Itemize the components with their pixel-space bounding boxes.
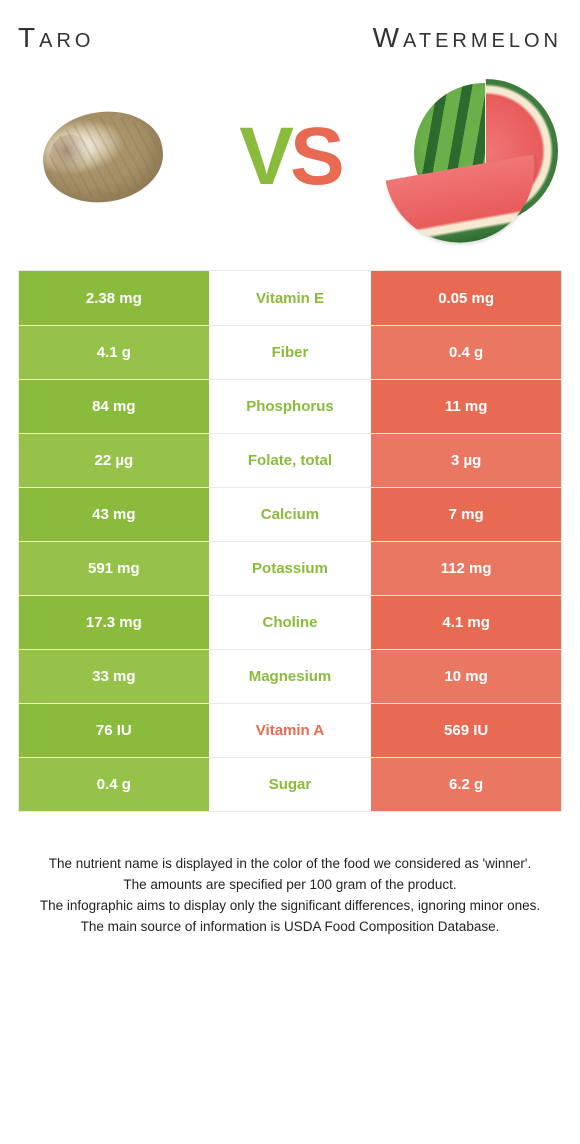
- nutrient-name: Fiber: [209, 325, 372, 379]
- table-row: 76 IUVitamin A569 IU: [19, 703, 561, 757]
- footnote-line: The infographic aims to display only the…: [24, 896, 556, 917]
- footnote-line: The main source of information is USDA F…: [24, 917, 556, 938]
- footnote-line: The nutrient name is displayed in the co…: [24, 854, 556, 875]
- table-row: 22 µgFolate, total3 µg: [19, 433, 561, 487]
- food-left-title: Taro: [18, 22, 94, 54]
- left-value: 17.3 mg: [19, 595, 209, 649]
- table-row: 17.3 mgCholine4.1 mg: [19, 595, 561, 649]
- title-row: Taro Watermelon: [18, 22, 562, 54]
- taro-icon: [37, 104, 168, 210]
- table-row: 33 mgMagnesium10 mg: [19, 649, 561, 703]
- right-value: 3 µg: [371, 433, 561, 487]
- vs-label: VS: [239, 116, 340, 198]
- comparison-table: 2.38 mgVitamin E0.05 mg4.1 gFiber0.4 g84…: [18, 270, 562, 812]
- watermelon-icon: [395, 75, 560, 240]
- right-value: 569 IU: [371, 703, 561, 757]
- food-left-image: [18, 72, 188, 242]
- nutrient-name: Vitamin A: [209, 703, 372, 757]
- nutrient-name: Choline: [209, 595, 372, 649]
- right-value: 112 mg: [371, 541, 561, 595]
- left-value: 0.4 g: [19, 757, 209, 811]
- nutrient-name: Calcium: [209, 487, 372, 541]
- food-right-title: Watermelon: [373, 22, 562, 54]
- infographic: Taro Watermelon VS 2.38 mgVitamin E0.05 …: [0, 0, 580, 968]
- right-value: 6.2 g: [371, 757, 561, 811]
- right-value: 10 mg: [371, 649, 561, 703]
- right-value: 0.4 g: [371, 325, 561, 379]
- footnotes: The nutrient name is displayed in the co…: [18, 854, 562, 938]
- table-row: 43 mgCalcium7 mg: [19, 487, 561, 541]
- left-value: 591 mg: [19, 541, 209, 595]
- left-value: 43 mg: [19, 487, 209, 541]
- table-row: 0.4 gSugar6.2 g: [19, 757, 561, 811]
- nutrient-name: Sugar: [209, 757, 372, 811]
- right-value: 7 mg: [371, 487, 561, 541]
- nutrient-name: Folate, total: [209, 433, 372, 487]
- hero-row: VS: [18, 72, 562, 242]
- right-value: 0.05 mg: [371, 271, 561, 325]
- table-row: 591 mgPotassium112 mg: [19, 541, 561, 595]
- left-value: 22 µg: [19, 433, 209, 487]
- left-value: 76 IU: [19, 703, 209, 757]
- left-value: 4.1 g: [19, 325, 209, 379]
- table-row: 84 mgPhosphorus11 mg: [19, 379, 561, 433]
- left-value: 33 mg: [19, 649, 209, 703]
- footnote-line: The amounts are specified per 100 gram o…: [24, 875, 556, 896]
- table-row: 2.38 mgVitamin E0.05 mg: [19, 271, 561, 325]
- food-right-image: [392, 72, 562, 242]
- right-value: 11 mg: [371, 379, 561, 433]
- right-value: 4.1 mg: [371, 595, 561, 649]
- nutrient-name: Magnesium: [209, 649, 372, 703]
- table-row: 4.1 gFiber0.4 g: [19, 325, 561, 379]
- left-value: 2.38 mg: [19, 271, 209, 325]
- nutrient-name: Vitamin E: [209, 271, 372, 325]
- vs-s: S: [290, 111, 341, 202]
- vs-v: V: [239, 111, 290, 202]
- nutrient-name: Potassium: [209, 541, 372, 595]
- nutrient-name: Phosphorus: [209, 379, 372, 433]
- left-value: 84 mg: [19, 379, 209, 433]
